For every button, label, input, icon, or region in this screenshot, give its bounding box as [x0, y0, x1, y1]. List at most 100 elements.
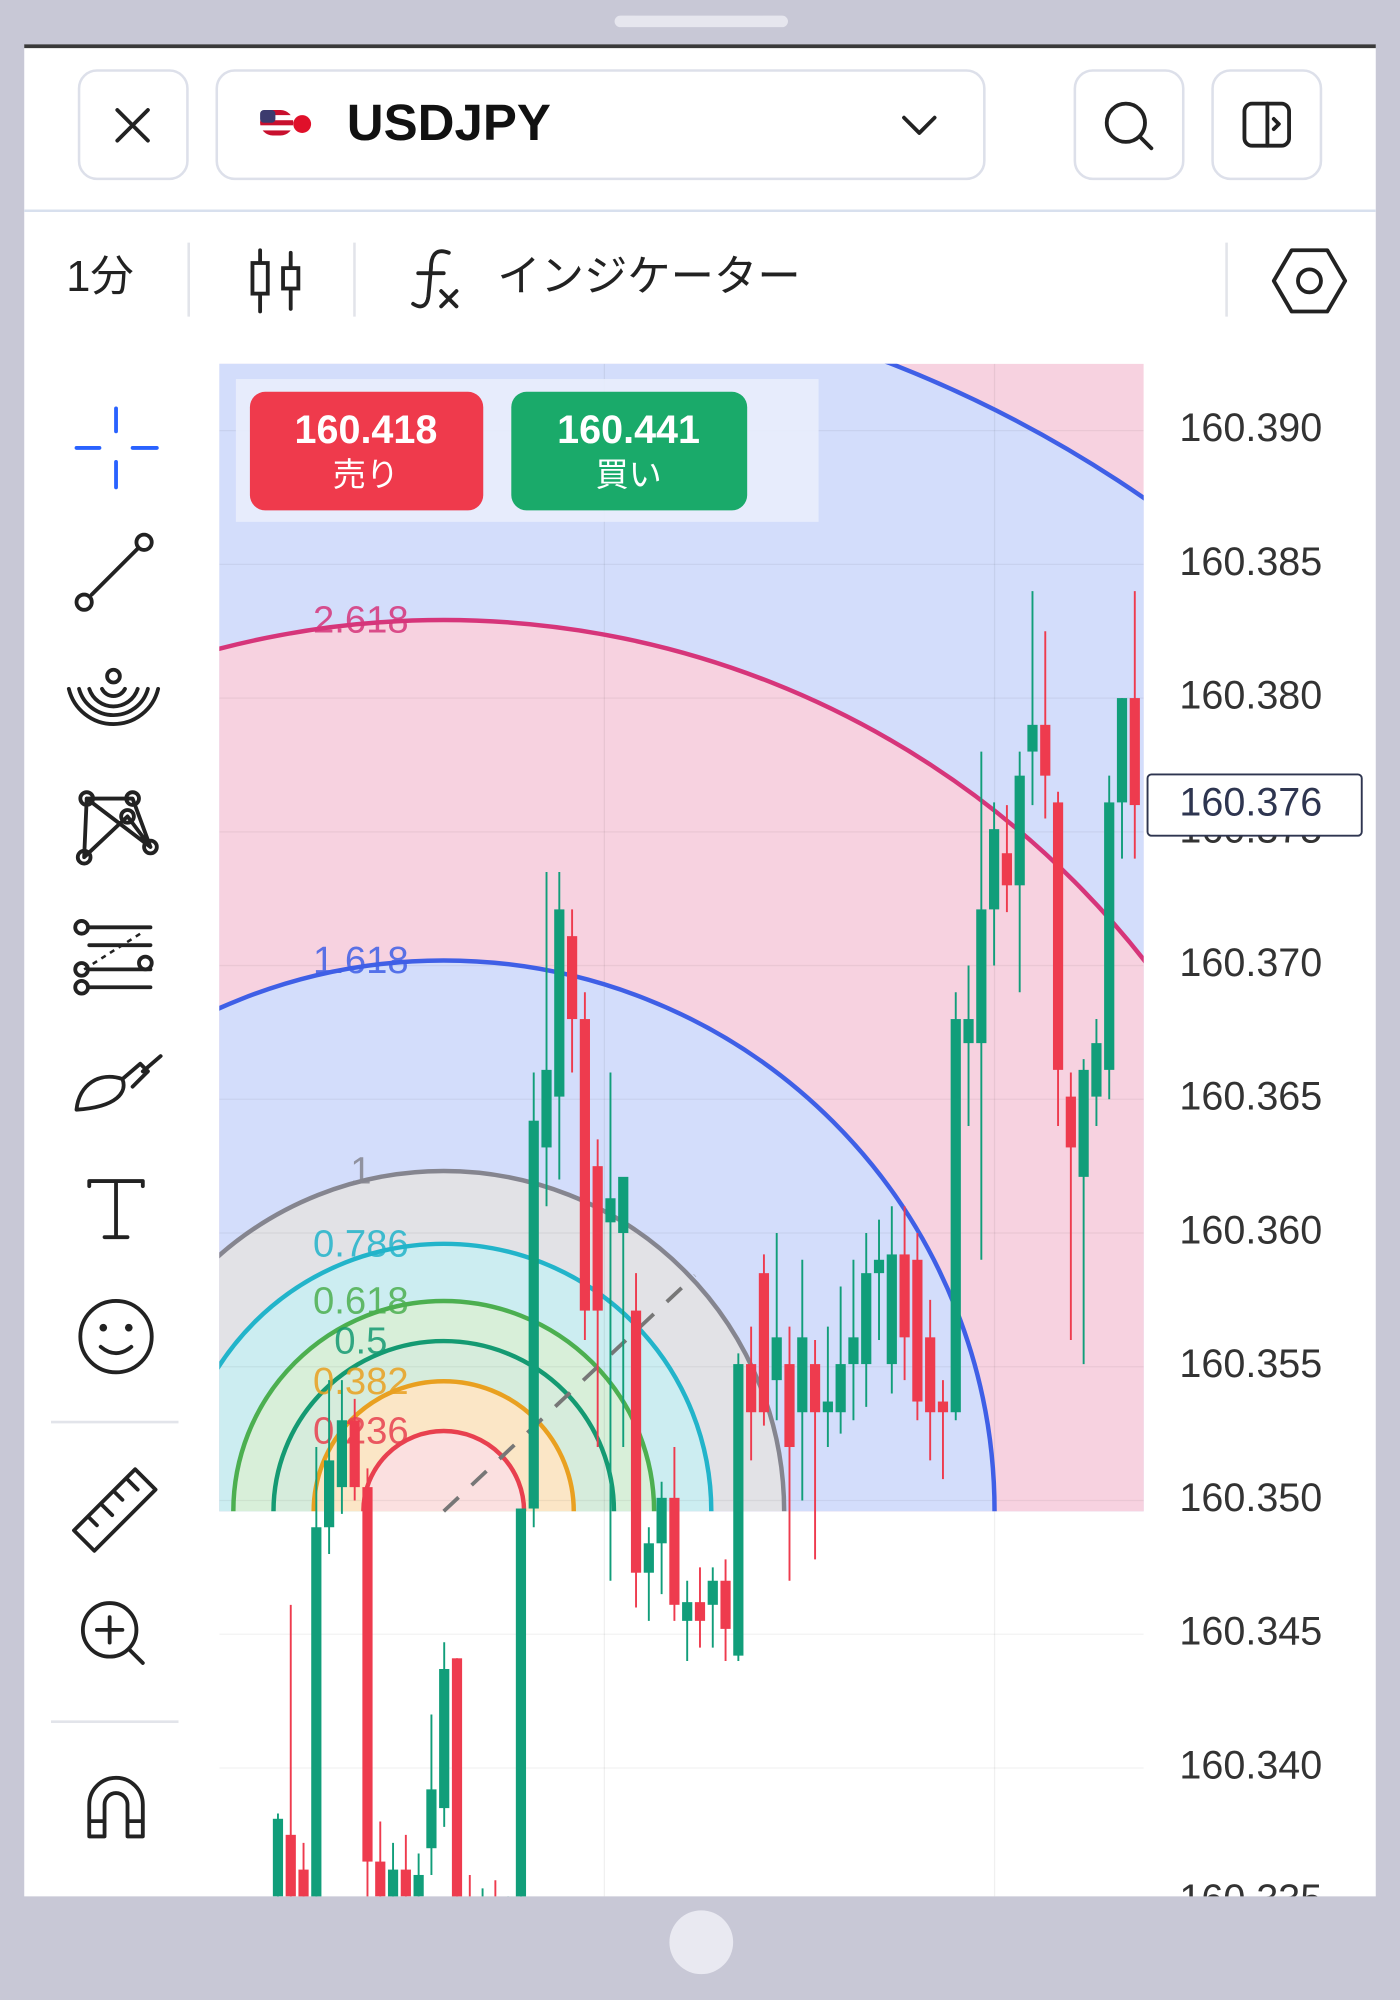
candle-body [618, 1176, 629, 1234]
ruler-tool[interactable] [72, 1467, 158, 1553]
fib-zone [363, 1431, 525, 1512]
candle-body [566, 936, 578, 1020]
crosshair-tool[interactable] [74, 406, 159, 490]
y-tick-label: 160.350 [1179, 1476, 1322, 1520]
candle-body [592, 1166, 603, 1311]
candle-body [1078, 1069, 1089, 1177]
candle-body [669, 1497, 680, 1605]
fib-arc [271, 1338, 617, 1512]
fib-label: 1.618 [313, 939, 409, 982]
candle-body [311, 1527, 322, 1897]
candle-body [682, 1602, 693, 1621]
fib-arc [311, 1379, 576, 1512]
candle-body [515, 1508, 527, 1897]
zoom-tool[interactable] [80, 1601, 145, 1665]
candle-body [336, 1420, 348, 1488]
y-tick-label: 160.385 [1179, 540, 1322, 584]
indicators-button[interactable]: インジケーター [411, 249, 801, 309]
fib-label: 2.618 [313, 599, 409, 642]
candle-body [1091, 1043, 1102, 1097]
indicators-label: インジケーター [497, 253, 800, 301]
candle-body [963, 1019, 974, 1044]
candle-body [797, 1337, 808, 1413]
candle-body [643, 1543, 654, 1573]
top-handle [614, 15, 788, 28]
candle-body [784, 1364, 795, 1448]
candle-body [1129, 698, 1140, 806]
candle-body [886, 1254, 897, 1365]
pattern-tool[interactable] [75, 790, 159, 866]
y-tick-label: 160.335 [1179, 1877, 1322, 1921]
candle-body [1116, 698, 1128, 803]
candle-body [873, 1259, 885, 1274]
last-price-label: 160.376 [1179, 781, 1322, 825]
flag-icon [260, 110, 312, 136]
fib-arc [219, 958, 997, 1512]
candle-body [758, 1273, 770, 1413]
trendline-tool[interactable] [74, 532, 154, 612]
candle-body [298, 1869, 309, 1897]
candle-body [899, 1254, 910, 1338]
fib-arc [219, 1168, 787, 1512]
candle-body [746, 1364, 757, 1413]
candle-body [925, 1337, 936, 1413]
candle-body [912, 1259, 923, 1402]
candle-body [630, 1310, 642, 1573]
y-tick-label: 160.355 [1179, 1342, 1322, 1386]
last-price-box [1146, 773, 1363, 837]
candle-body [400, 1869, 411, 1897]
fib-arc-tool[interactable] [66, 667, 161, 726]
fib-label: 0.618 [313, 1280, 409, 1323]
y-tick-label: 160.370 [1179, 941, 1322, 985]
search-button[interactable] [1073, 69, 1185, 181]
candle-body [1040, 724, 1051, 776]
candle-body [375, 1861, 386, 1897]
fib-arc [231, 1298, 657, 1512]
close-button[interactable] [77, 69, 189, 181]
candle-body [656, 1497, 667, 1544]
symbol-selector[interactable]: USDJPY [215, 69, 986, 181]
text-tool[interactable] [87, 1179, 145, 1240]
candle-body [989, 829, 1000, 910]
fib-arc [361, 1428, 527, 1512]
magnet-tool[interactable] [87, 1775, 145, 1839]
candle-body [950, 1019, 961, 1413]
y-tick-label: 160.380 [1179, 674, 1322, 718]
fib-label: 0.382 [313, 1360, 409, 1403]
buy-label: 買い [595, 457, 661, 494]
candle-body [1052, 802, 1064, 1070]
fib-label: 0.5 [334, 1320, 387, 1363]
candle-body [1014, 775, 1025, 886]
candle-body [285, 1834, 296, 1897]
y-tick-label: 160.340 [1179, 1743, 1322, 1787]
candle-body [861, 1273, 872, 1365]
y-tick-label: 160.345 [1179, 1610, 1322, 1654]
buy-price: 160.441 [557, 408, 700, 452]
buy-button[interactable]: 160.441 買い [511, 391, 748, 511]
candle-body [605, 1198, 616, 1223]
fib-arc [219, 617, 1144, 964]
home-button[interactable] [669, 1910, 734, 1975]
y-tick-label: 160.365 [1179, 1075, 1322, 1119]
brush-tool[interactable] [74, 1054, 163, 1112]
fib-label: 0.236 [313, 1410, 409, 1453]
sell-button[interactable]: 160.418 売り [249, 391, 484, 511]
chart-type-button[interactable] [250, 248, 301, 314]
fib-label: 1 [350, 1150, 371, 1193]
candle-body [835, 1364, 846, 1413]
candle-body [1027, 724, 1038, 752]
sell-label: 売り [333, 457, 399, 494]
panel-button[interactable] [1211, 69, 1323, 181]
emoji-tool[interactable] [78, 1298, 154, 1375]
settings-button[interactable] [1271, 248, 1348, 314]
timeframe[interactable]: 1分 [66, 253, 133, 301]
candle-body [1065, 1096, 1076, 1148]
candle-body [387, 1869, 399, 1897]
candle-body [937, 1401, 949, 1413]
fib-retracement-tool[interactable] [73, 919, 154, 996]
candle-body [720, 1580, 731, 1629]
